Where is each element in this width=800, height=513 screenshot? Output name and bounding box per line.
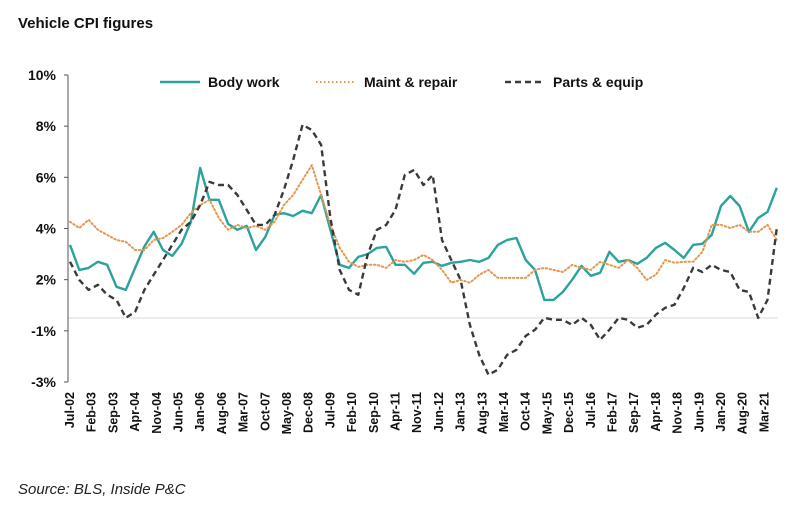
y-tick-label: 8%	[36, 118, 57, 134]
legend-label: Maint & repair	[364, 74, 458, 90]
y-tick-label: -3%	[31, 374, 56, 390]
x-tick-label: Jun-12	[432, 392, 446, 432]
x-tick-label: Jul-02	[63, 392, 77, 428]
source-note: Source: BLS, Inside P&C	[18, 481, 186, 498]
x-tick-label: Sep-03	[106, 392, 120, 433]
x-tick-label: Nov-11	[410, 392, 424, 433]
x-tick-label: Apr-18	[649, 392, 663, 432]
x-tick-label: Jan-20	[714, 392, 728, 432]
series-line-maint-repair	[69, 164, 778, 284]
y-tick-label: 4%	[36, 221, 57, 237]
x-tick-label: Aug-06	[215, 392, 229, 434]
x-tick-label: Apr-11	[389, 392, 403, 431]
y-tick-label: 10%	[28, 67, 57, 83]
x-tick-label: Jun-19	[692, 392, 706, 432]
x-tick-label: Jul-09	[323, 392, 337, 428]
x-tick-label: Nov-18	[671, 392, 685, 434]
x-tick-label: Mar-14	[497, 392, 511, 432]
legend-label: Body work	[208, 74, 280, 90]
legend-label: Parts & equip	[553, 74, 643, 90]
x-tick-label: Nov-04	[150, 392, 164, 434]
y-tick-label: 6%	[36, 169, 57, 185]
series-line-parts-equip	[68, 123, 778, 376]
x-tick-label: Mar-07	[237, 392, 251, 432]
x-tick-label: May-08	[280, 392, 294, 434]
x-tick-label: Jan-06	[193, 392, 207, 432]
x-tick-label: Dec-08	[302, 392, 316, 433]
x-tick-label: Jul-16	[584, 392, 598, 428]
x-tick-label: Oct-14	[519, 392, 533, 431]
x-tick-label: Jun-05	[172, 392, 186, 432]
y-tick-label: 2%	[36, 272, 57, 288]
x-tick-label: Apr-04	[128, 392, 142, 432]
x-tick-label: May-15	[540, 392, 554, 434]
x-tick-label: Feb-03	[85, 392, 99, 432]
y-tick-label: -1%	[31, 323, 56, 339]
x-tick-label: Mar-21	[757, 392, 771, 432]
x-tick-label: Dec-15	[562, 392, 576, 433]
chart-title: Vehicle CPI figures	[18, 15, 154, 32]
x-tick-label: Jan-13	[454, 392, 468, 432]
x-tick-label: Feb-17	[606, 392, 620, 432]
x-tick-label: Aug-13	[475, 392, 489, 434]
series-line-body-work	[68, 166, 778, 302]
x-tick-label: Sep-10	[367, 392, 381, 433]
x-tick-label: Aug-20	[736, 392, 750, 434]
x-tick-label: Feb-10	[345, 392, 359, 432]
x-tick-label: Oct-07	[258, 392, 272, 431]
x-tick-label: Sep-17	[627, 392, 641, 433]
